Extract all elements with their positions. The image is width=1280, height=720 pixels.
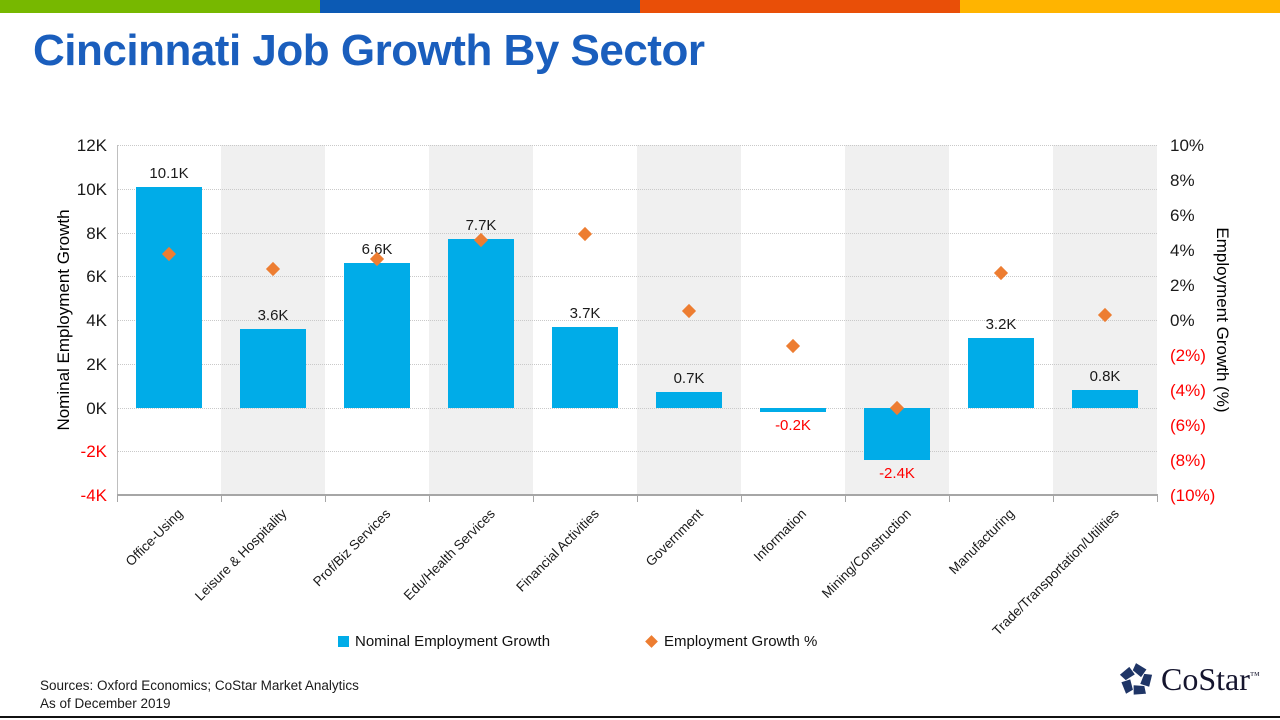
- x-axis-tick: [949, 496, 950, 502]
- bar-value-label: -2.4K: [879, 465, 915, 482]
- legend-item-growth-pct: Employment Growth %: [645, 631, 817, 651]
- legend-label: Nominal Employment Growth: [355, 632, 551, 650]
- x-axis-category-label: Government: [642, 506, 706, 570]
- right-axis-tick-label: 0%: [1170, 311, 1195, 330]
- bar: [968, 337, 1034, 408]
- left-axis-tick-label: 10K: [76, 179, 107, 199]
- right-axis-tick-label: 4%: [1170, 241, 1195, 260]
- x-axis-tick: [1157, 496, 1158, 502]
- bar-value-label: 6.6K: [361, 241, 393, 259]
- right-axis-tick-label: 2%: [1170, 276, 1195, 295]
- x-axis-category-label: Financial Activities: [513, 506, 602, 595]
- trademark-symbol: ™: [1249, 670, 1260, 682]
- bar: [136, 186, 202, 408]
- gridline: [117, 145, 1157, 146]
- x-axis-tick: [845, 496, 846, 502]
- x-axis-tick: [429, 496, 430, 502]
- bar-value-label: 3.2K: [985, 315, 1017, 333]
- x-axis-category-label: Prof/Biz Services: [310, 506, 394, 590]
- bar: [864, 407, 930, 460]
- accent-green-segment: [0, 0, 320, 13]
- left-axis-tick-label: 12K: [76, 136, 107, 155]
- legend-item-nominal: Nominal Employment Growth: [338, 631, 550, 651]
- accent-yellow-segment: [960, 0, 1280, 13]
- bar-value-label: -0.2K: [775, 416, 811, 434]
- left-axis-tick-label: 6K: [86, 267, 107, 287]
- left-axis-title: Nominal Employment Growth: [54, 209, 73, 431]
- right-axis-title: Employment Growth (%): [1213, 227, 1232, 413]
- gridline: [117, 276, 1157, 278]
- x-axis-tick: [221, 496, 222, 502]
- page-title: Cincinnati Job Growth By Sector: [33, 26, 705, 75]
- legend-label: Employment Growth %: [664, 632, 818, 650]
- gridline: [117, 188, 1157, 190]
- left-axis-tick-label: -4K: [80, 486, 107, 505]
- x-axis-tick: [117, 496, 118, 502]
- x-axis-tick: [741, 496, 742, 502]
- right-axis-tick-label: (6%): [1170, 416, 1206, 435]
- bar: [760, 407, 826, 412]
- bar-value-label: 7.7K: [465, 217, 497, 235]
- right-axis-tick-label: (8%): [1170, 451, 1206, 470]
- right-axis-tick-label: (2%): [1170, 346, 1206, 365]
- left-axis-tick-label: 2K: [86, 354, 107, 374]
- gridline: [117, 232, 1157, 234]
- bar: [656, 392, 722, 408]
- left-axis-tick-label: -2K: [80, 442, 107, 462]
- x-axis-category-label: Manufacturing: [946, 506, 1018, 578]
- right-axis-tick-label: (10%): [1170, 486, 1216, 505]
- x-axis-category-label: Leisure & Hospitality: [191, 506, 290, 604]
- x-axis-category-label: Edu/Health Services: [400, 506, 498, 604]
- top-accent-bar: [0, 0, 1280, 13]
- bar: [1072, 390, 1138, 408]
- bar: [448, 239, 514, 408]
- left-axis-tick-label: 8K: [86, 223, 107, 243]
- left-axis-line: [117, 145, 118, 495]
- x-axis-tick: [325, 496, 326, 502]
- costar-logo: CoStar™: [1118, 661, 1260, 698]
- bar-value-label: 10.1K: [149, 164, 189, 182]
- x-axis-category-label: Office-Using: [122, 506, 186, 569]
- bar: [552, 326, 618, 408]
- as-of-text: As of December 2019: [40, 696, 171, 711]
- bar-value-label: 0.8K: [1089, 368, 1121, 385]
- gridline: [117, 320, 1157, 321]
- legend-diamond-icon: [645, 634, 658, 648]
- bar: [240, 328, 306, 408]
- right-axis-tick-label: 8%: [1170, 171, 1195, 190]
- sources-text: Sources: Oxford Economics; CoStar Market…: [40, 678, 359, 693]
- left-axis-tick-label: 0K: [86, 398, 107, 418]
- right-axis-tick-label: 10%: [1170, 136, 1205, 155]
- gridline: [117, 363, 1157, 365]
- accent-blue-segment: [320, 0, 640, 13]
- accent-orange-segment: [640, 0, 960, 13]
- bar: [344, 263, 410, 408]
- bar-value-label: 3.7K: [569, 304, 601, 322]
- costar-pinwheel-icon: [1119, 662, 1153, 695]
- x-axis-category-label: Trade/Transportation/Utilities: [989, 506, 1122, 639]
- bar-value-label: 0.7K: [673, 370, 705, 388]
- x-axis-line: [117, 494, 1158, 496]
- x-axis-tick: [637, 496, 638, 502]
- bottom-divider: [0, 716, 1280, 718]
- bar-value-label: 3.6K: [257, 306, 289, 324]
- left-axis-tick-label: 4K: [86, 311, 107, 330]
- gridline: [117, 407, 1157, 409]
- right-axis-tick-label: 6%: [1170, 206, 1195, 225]
- x-axis-tick: [1053, 496, 1054, 502]
- x-axis-category-label: Mining/Construction: [818, 506, 914, 601]
- x-axis-tick: [533, 496, 534, 502]
- costar-wordmark: CoStar™: [1161, 661, 1260, 697]
- gridline: [117, 451, 1157, 453]
- legend-square-icon: [338, 635, 349, 647]
- right-axis-tick-label: (4%): [1170, 381, 1206, 400]
- x-axis-category-label: Information: [751, 506, 810, 565]
